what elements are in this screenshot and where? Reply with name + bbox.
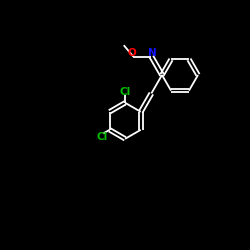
Text: O: O xyxy=(128,48,136,58)
Text: N: N xyxy=(148,48,156,58)
Text: Cl: Cl xyxy=(120,87,131,97)
Text: Cl: Cl xyxy=(96,132,108,142)
